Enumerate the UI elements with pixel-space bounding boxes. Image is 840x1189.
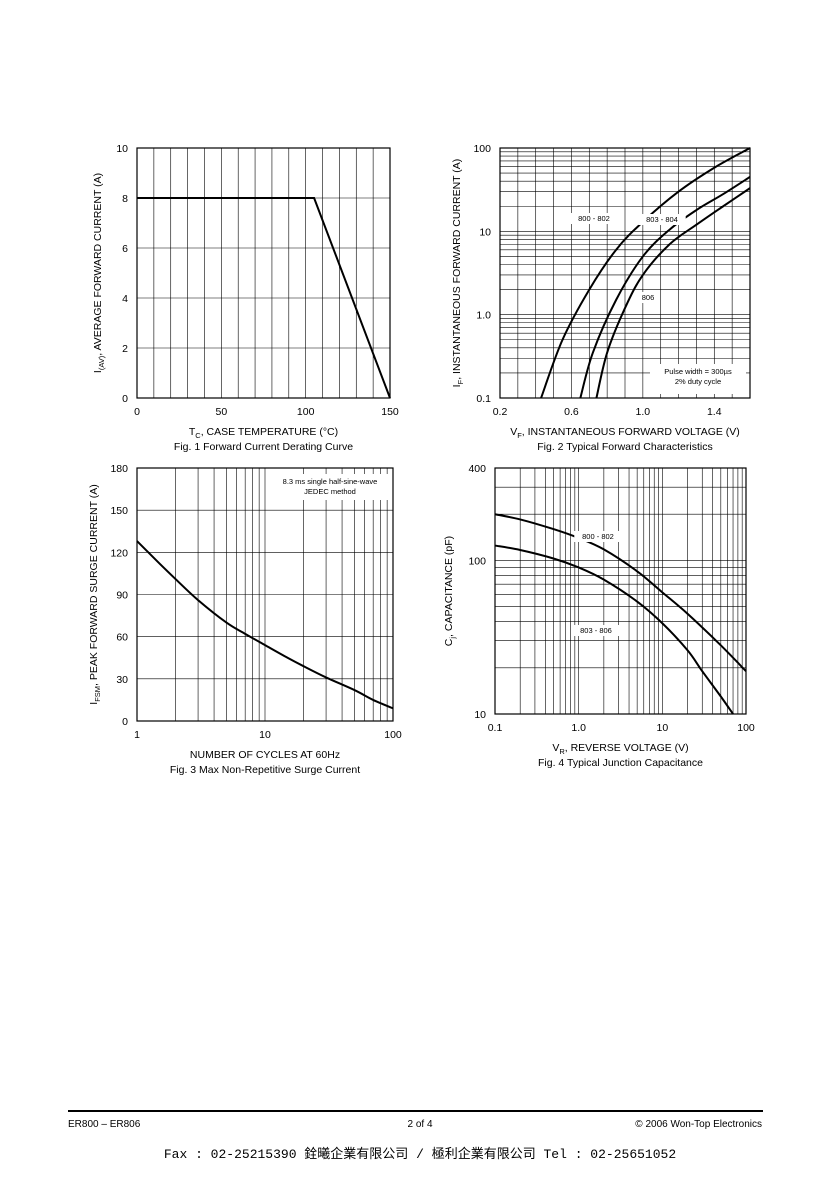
note-box	[271, 474, 389, 500]
chart-fig-1: 0 50 100 150 0 2 4 6 8 10 TC, CASE TEMPERATURE (°C…	[92, 143, 399, 453]
series-label-bg	[574, 531, 622, 542]
x-tick-label: 100	[297, 406, 315, 418]
series-line-803-804	[579, 176, 751, 399]
x-tick-label: 10	[656, 722, 668, 734]
fax-contact-line: Fax : 02-25215390 銓曦企業有限公司 / 極利企業有限公司 Te…	[163, 1147, 677, 1162]
y-tick-label: 180	[110, 463, 128, 475]
y-axis-label: Cj, CAPACITANCE (pF)	[443, 536, 457, 646]
series-line-803-806	[494, 544, 734, 715]
note-text: 2% duty cycle	[675, 377, 721, 386]
x-tick-label: 100	[737, 722, 755, 734]
y-tick-label: 10	[479, 226, 491, 238]
y-tick-label: 30	[116, 674, 128, 686]
series-line-800-802	[540, 147, 751, 399]
x-tick-label: 0	[134, 406, 140, 418]
x-axis-label: VF, INSTANTANEOUS FORWARD VOLTAGE (V)	[510, 426, 740, 440]
y-tick-label: 10	[116, 143, 128, 155]
series-label: 800 - 802	[582, 532, 614, 541]
gridlines-fig-2	[500, 148, 750, 398]
y-axis-label: IFSM, PEAK FORWARD SURGE CURRENT (A)	[88, 484, 102, 704]
x-tick-label: 1.0	[636, 406, 651, 418]
series-line-fig1	[137, 197, 391, 399]
y-tick-label: 120	[110, 547, 128, 559]
y-tick-label: 0	[122, 393, 128, 405]
x-axis-label: NUMBER OF CYCLES AT 60Hz	[190, 749, 340, 761]
series-line-fig3	[136, 540, 394, 710]
y-axis-label: I(AV), AVERAGE FORWARD CURRENT (A)	[92, 173, 106, 373]
x-tick-label: 1	[134, 729, 140, 741]
y-tick-label: 6	[122, 243, 128, 255]
x-tick-label: 100	[384, 729, 402, 741]
y-tick-label: 8	[122, 193, 128, 205]
plot-frame-fig-1	[136, 147, 391, 399]
chart-fig-2: 0.2 0.6 1.0 1.4 0.1 1.0 10 100 VF, INSTANTANEOUS…	[451, 143, 751, 453]
x-tick-label: 150	[381, 406, 399, 418]
x-tick-label: 0.1	[488, 722, 503, 734]
x-tick-label: 1.4	[707, 406, 722, 418]
series-label-bg	[638, 292, 658, 303]
y-tick-label: 4	[122, 293, 128, 305]
y-tick-label: 2	[122, 343, 128, 355]
series-line-806	[595, 187, 751, 399]
series-label: 800 - 802	[578, 214, 610, 223]
figure-caption: Fig. 4 Typical Junction Capacitance	[538, 757, 703, 769]
chart-fig-3: 1 10 100 0 30 60 90 120 150 180 NUMBER OF CYCLES A…	[88, 463, 402, 776]
y-tick-label: 60	[116, 632, 128, 644]
note-text: 8.3 ms single half-sine-wave	[283, 477, 378, 486]
x-tick-label: 0.6	[564, 406, 579, 418]
x-tick-label: 0.2	[493, 406, 508, 418]
x-tick-label: 10	[259, 729, 271, 741]
series-label: 806	[642, 293, 655, 302]
note-text: Pulse width = 300µs	[664, 367, 732, 376]
series-label-bg	[638, 214, 686, 225]
y-tick-label: 0.1	[476, 393, 491, 405]
y-tick-label: 90	[116, 590, 128, 602]
gridlines-fig-4	[495, 468, 746, 714]
chart-fig-4: 0.1 1.0 10 100 10 100 400 VR, REVERSE VOLTAGE (…	[443, 463, 755, 769]
y-tick-label: 0	[122, 716, 128, 728]
plot-frame-fig-3	[136, 467, 394, 722]
figure-caption: Fig. 3 Max Non-Repetitive Surge Current	[170, 764, 360, 776]
y-tick-label: 150	[110, 505, 128, 517]
note-text: JEDEC method	[304, 487, 356, 496]
footer-copyright: © 2006 Won-Top Electronics	[635, 1119, 762, 1130]
y-tick-label: 10	[474, 709, 486, 721]
footer-part-number: ER800 – ER806	[68, 1119, 141, 1130]
x-axis-label: TC, CASE TEMPERATURE (°C)	[189, 426, 338, 440]
figure-caption: Fig. 1 Forward Current Derating Curve	[174, 441, 353, 453]
series-label-bg	[570, 213, 618, 224]
series-label: 803 - 804	[646, 215, 678, 224]
figure-caption: Fig. 2 Typical Forward Characteristics	[537, 441, 712, 453]
gridlines-fig-1	[137, 148, 390, 398]
x-axis-label: VR, REVERSE VOLTAGE (V)	[552, 742, 688, 756]
x-tick-label: 1.0	[571, 722, 586, 734]
gridlines-fig-3	[137, 468, 393, 721]
y-tick-label: 100	[473, 143, 491, 155]
y-tick-label: 1.0	[476, 310, 491, 322]
y-tick-label: 400	[468, 463, 486, 475]
series-label-bg	[572, 625, 620, 636]
y-axis-label: IF, INSTANTANEOUS FORWARD CURRENT (A)	[451, 159, 465, 388]
series-label: 803 - 806	[580, 626, 612, 635]
footer-page-number: 2 of 4	[407, 1119, 433, 1130]
y-tick-label: 100	[468, 555, 486, 567]
footer-rule	[68, 1110, 763, 1112]
plot-frame-fig-2	[499, 147, 751, 399]
plot-frame-fig-4	[494, 467, 747, 715]
note-box	[650, 364, 746, 394]
x-tick-label: 50	[215, 406, 227, 418]
series-line-800-802	[494, 513, 747, 672]
